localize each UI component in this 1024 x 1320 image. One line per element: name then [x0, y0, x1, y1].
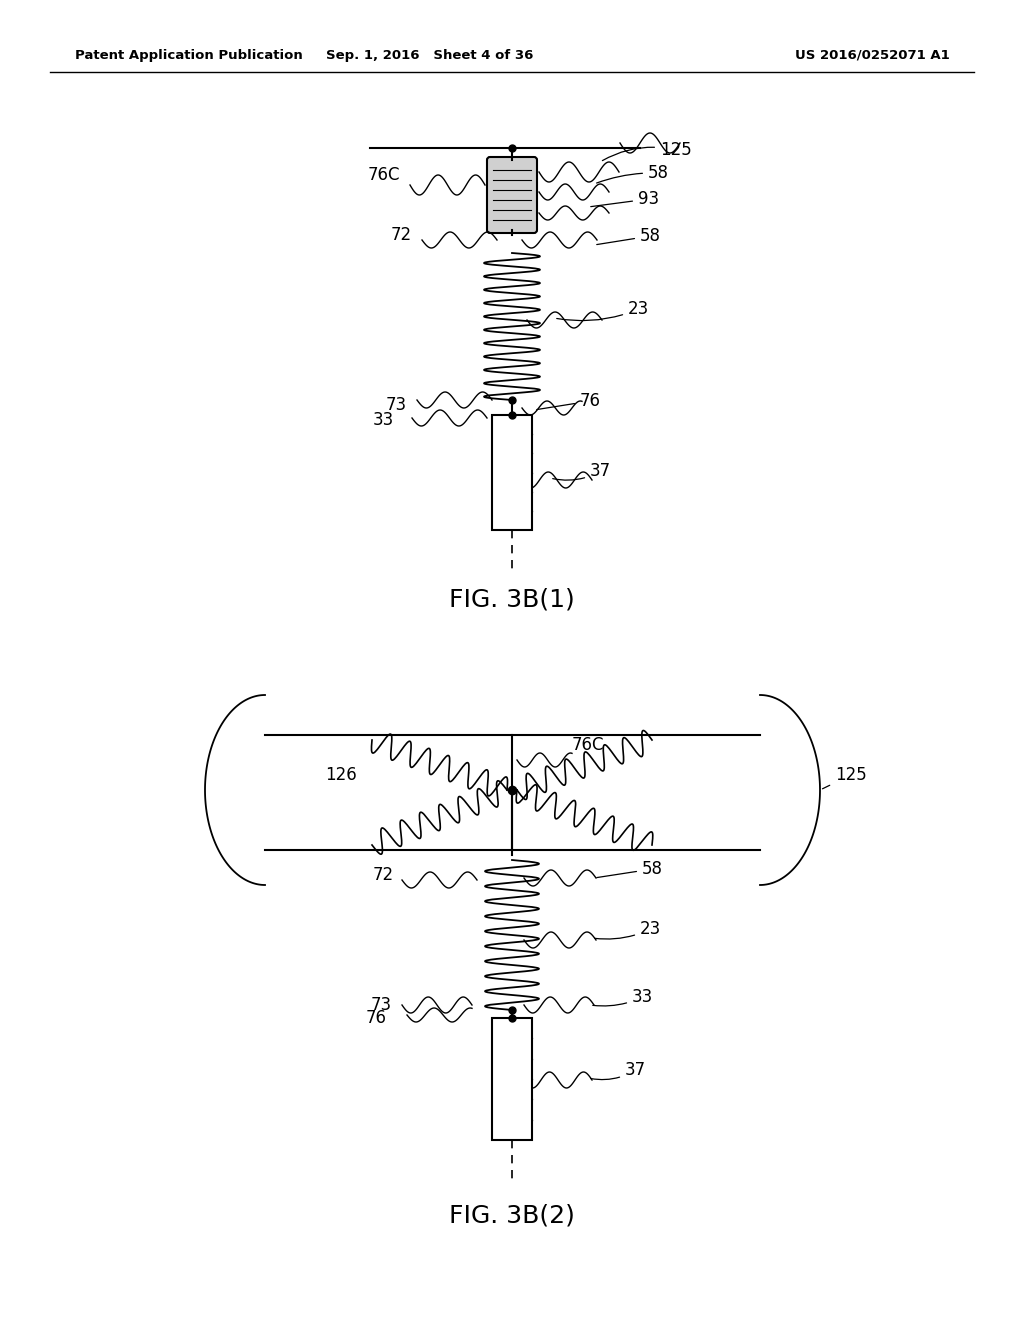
- Text: 23: 23: [595, 920, 662, 939]
- Text: 58: 58: [597, 227, 662, 246]
- Text: 33: 33: [373, 411, 394, 429]
- Text: 72: 72: [373, 866, 394, 884]
- Text: 73: 73: [386, 396, 407, 414]
- Text: 126: 126: [326, 766, 357, 784]
- Text: FIG. 3B(2): FIG. 3B(2): [450, 1203, 574, 1228]
- Text: 125: 125: [602, 141, 692, 161]
- Text: Patent Application Publication: Patent Application Publication: [75, 49, 303, 62]
- Text: 76C: 76C: [368, 166, 400, 183]
- Text: 58: 58: [597, 861, 663, 878]
- Text: 73: 73: [371, 997, 392, 1014]
- Text: Sep. 1, 2016   Sheet 4 of 36: Sep. 1, 2016 Sheet 4 of 36: [327, 49, 534, 62]
- Text: 125: 125: [822, 766, 866, 789]
- Bar: [492, 414, 532, 531]
- Text: 76C: 76C: [572, 737, 604, 754]
- Text: 23: 23: [557, 300, 649, 321]
- Text: 76: 76: [366, 1008, 387, 1027]
- Text: 76: 76: [537, 392, 601, 411]
- Text: US 2016/0252071 A1: US 2016/0252071 A1: [796, 49, 950, 62]
- Text: 33: 33: [593, 987, 653, 1006]
- FancyBboxPatch shape: [487, 157, 537, 234]
- Text: 37: 37: [553, 462, 611, 480]
- Text: 93: 93: [591, 190, 659, 209]
- Bar: [492, 1018, 532, 1140]
- Text: FIG. 3B(1): FIG. 3B(1): [450, 587, 574, 612]
- Text: 37: 37: [591, 1061, 646, 1080]
- Text: 58: 58: [597, 164, 669, 183]
- Text: 72: 72: [391, 226, 412, 244]
